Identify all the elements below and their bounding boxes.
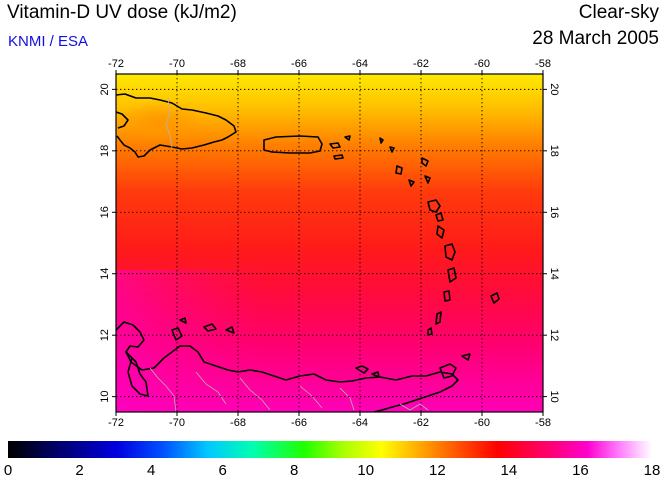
colorbar-tick-label: 12 xyxy=(429,462,446,479)
lon-label-bottom: -66 xyxy=(291,417,307,429)
lat-label-right: 16 xyxy=(548,206,560,218)
colorbar-tick-label: 2 xyxy=(75,462,83,479)
lon-label-bottom: -70 xyxy=(169,417,185,429)
haiti-dr-border xyxy=(165,97,173,149)
uv-field-hispaniola-low xyxy=(116,100,205,144)
lat-label-right: 12 xyxy=(548,329,560,341)
lat-label-left: 20 xyxy=(99,83,111,95)
lat-label-left: 10 xyxy=(99,391,111,403)
lat-label-right: 10 xyxy=(548,391,560,403)
lon-label-bottom: -60 xyxy=(474,417,490,429)
lon-label-bottom: -68 xyxy=(230,417,246,429)
abc-islands xyxy=(179,317,235,334)
colorbar-tick-label: 8 xyxy=(290,462,298,479)
venezuela-internal-borders xyxy=(195,371,355,411)
lon-label-top: -62 xyxy=(413,58,429,70)
lat-label-right: 14 xyxy=(548,268,560,280)
trinidad-tobago xyxy=(439,353,471,379)
map-frame xyxy=(115,73,544,413)
virgin-islands xyxy=(329,135,351,160)
date-label: 28 March 2005 xyxy=(532,28,659,49)
lat-label-left: 18 xyxy=(99,145,111,157)
lon-label-top: -72 xyxy=(108,58,124,70)
lon-label-top: -66 xyxy=(291,58,307,70)
axis-labels: -72 -72 -70 -70 -68 -68 -66 -66 -64 -64 -62 -62 -60 -… xyxy=(99,58,560,429)
dominica-martinique xyxy=(436,225,456,261)
coastlines xyxy=(116,93,500,412)
colorbar-tick-label: 6 xyxy=(218,462,226,479)
lon-label-top: -64 xyxy=(352,58,368,70)
south-america-coast xyxy=(116,321,459,412)
map-title: Vitamin-D UV dose (kJ/m2) xyxy=(7,2,237,23)
colorbar xyxy=(8,441,652,458)
lon-label-top: -70 xyxy=(169,58,185,70)
credit-label: KNMI / ESA xyxy=(8,33,89,50)
lon-label-top: -58 xyxy=(535,58,551,70)
hispaniola-coast xyxy=(116,93,237,158)
colorbar-tick-label: 4 xyxy=(147,462,155,479)
lon-label-bottom: -72 xyxy=(108,417,124,429)
lat-label-left: 12 xyxy=(99,329,111,341)
guyana-border xyxy=(399,403,429,411)
lat-label-left: 16 xyxy=(99,206,111,218)
sky-condition-label: Clear-sky xyxy=(578,2,659,23)
lon-label-top: -68 xyxy=(230,58,246,70)
st-lucia-st-vincent xyxy=(427,267,457,336)
colorbar-tick-label: 10 xyxy=(357,462,374,479)
lon-label-bottom: -58 xyxy=(535,417,551,429)
colorbar-tick-label: 14 xyxy=(501,462,518,479)
lon-label-top: -60 xyxy=(474,58,490,70)
hispaniola-south xyxy=(116,111,129,129)
lat-label-right: 20 xyxy=(548,83,560,95)
colombia-venezuela-border xyxy=(149,367,177,412)
lat-label-left: 14 xyxy=(99,268,111,280)
lake-maracaibo xyxy=(125,351,149,397)
paraguana xyxy=(171,327,183,341)
axis-ticks xyxy=(112,70,547,416)
lat-label-right: 18 xyxy=(548,145,560,157)
uv-field-west-high xyxy=(116,270,543,412)
colorbar-tick-label: 0 xyxy=(4,462,12,479)
political-borders xyxy=(149,97,429,412)
barbados xyxy=(490,292,500,304)
lon-label-bottom: -64 xyxy=(352,417,368,429)
colorbar-tick-label: 16 xyxy=(572,462,589,479)
colorbar-tick-label: 18 xyxy=(644,462,661,479)
lon-label-bottom: -62 xyxy=(413,417,429,429)
colorbar-labels: 0 2 4 6 8 10 12 14 16 18 xyxy=(4,462,661,479)
guadeloupe xyxy=(427,199,444,222)
lesser-antilles-north xyxy=(379,137,431,187)
